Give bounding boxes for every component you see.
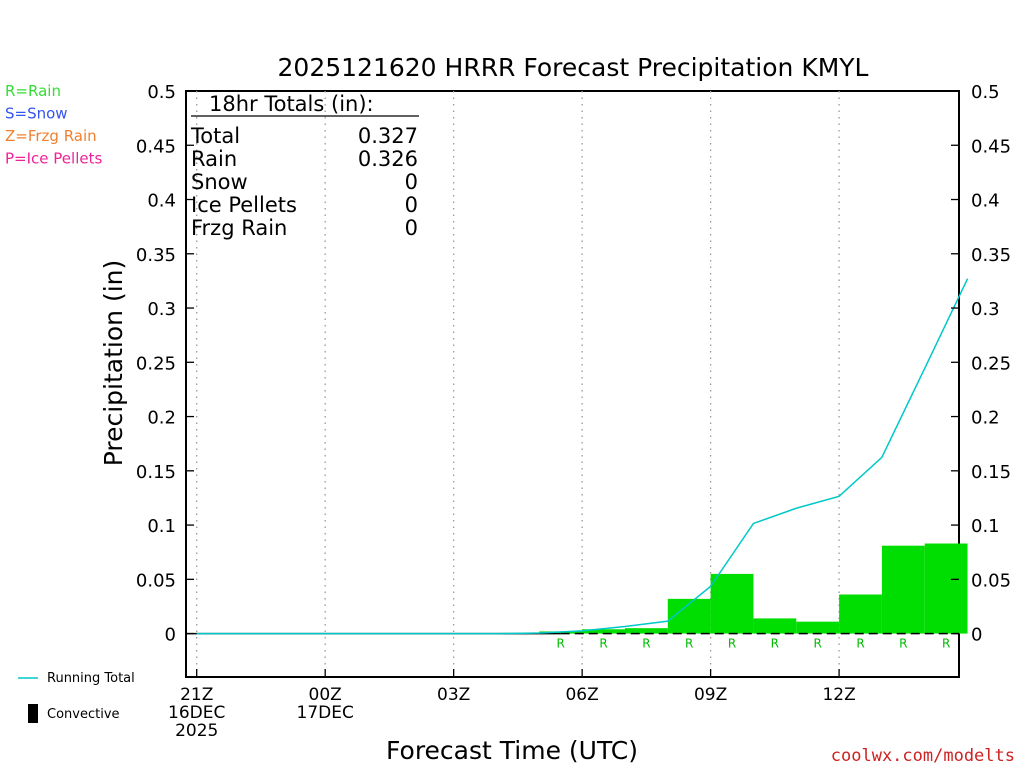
totals-box: 18hr Totals (in): Total 0.327 Rain 0.326 Sno… [190,92,419,240]
y-axis-right: 0 0.05 0.1 0.15 0.2 0.25 0.3 0.35 0.4 0.45 0.5 [951,82,1011,646]
bar-hour-13 [710,573,754,634]
ytick-label-right-8: 0.4 [971,191,1000,212]
type-marker-hour-17: R [899,637,907,651]
ytick-label-left-1: 0.05 [136,570,176,591]
type-marker-hour-9: R [557,637,565,651]
ytick-label-left-0: 0 [165,625,176,646]
xtick-label-4-0: 09Z [694,685,727,705]
xtick-label-0-2: 2025 [175,721,218,741]
bar-hour-16 [839,594,882,634]
totals-label-4: Frzg Rain [191,216,287,240]
totals-label-2: Snow [191,170,248,194]
precip-type-legend: R=Rain S=Snow Z=Frzg Rain P=Ice Pellets [5,82,102,168]
ytick-label-right-3: 0.15 [971,462,1011,483]
ytick-label-right-7: 0.35 [971,245,1011,266]
bar-hour-18 [924,543,968,634]
bar-hour-10 [582,629,625,634]
bar-hour-15 [796,621,840,634]
ytick-label-left-7: 0.35 [136,245,176,266]
hourly-precip-bars [496,543,968,634]
running-total-legend-label: Running Total [47,671,135,686]
type-marker-hour-16: R [856,637,864,651]
ytick-label-left-10: 0.5 [147,82,176,103]
xtick-label-1-1: 17DEC [297,703,354,723]
plot-frame [185,90,960,678]
ytick-label-right-5: 0.25 [971,353,1011,374]
totals-label-1: Rain [191,147,237,171]
totals-value-0: 0.327 [358,124,418,148]
ytick-label-right-2: 0.1 [971,516,1000,537]
ytick-label-right-0: 0 [971,625,982,646]
bar-hour-11 [624,628,668,634]
x-axis-label: Forecast Time (UTC) [386,736,638,765]
xtick-label-3-0: 06Z [565,685,598,705]
y-axis-label: Precipitation (in) [99,260,128,467]
type-marker-hour-14: R [771,637,779,651]
legend-type-0: R=Rain [5,82,61,100]
type-marker-hour-10: R [599,637,607,651]
type-marker-hour-15: R [814,637,822,651]
totals-label-3: Ice Pellets [191,193,297,217]
totals-heading: 18hr Totals (in): [209,92,374,116]
ytick-label-right-4: 0.2 [971,408,1000,429]
running-total-line [196,278,969,635]
xtick-label-0-0: 21Z [180,685,213,705]
ytick-label-left-3: 0.15 [136,462,176,483]
ytick-label-right-1: 0.05 [971,570,1011,591]
credit-text: coolwx.com/modelts [831,746,1015,766]
totals-value-4: 0 [405,216,418,240]
type-marker-hour-12: R [685,637,693,651]
ytick-label-left-2: 0.1 [147,516,176,537]
legend-type-1: S=Snow [5,105,68,123]
xtick-label-1-0: 00Z [309,685,342,705]
convective-legend-label: Convective [47,707,120,722]
vertical-gridlines [196,91,840,677]
ytick-label-right-6: 0.3 [971,299,1000,320]
ytick-label-left-6: 0.3 [147,299,176,320]
xtick-label-0-1: 16DEC [168,703,225,723]
legend-type-2: Z=Frzg Rain [5,127,97,145]
ytick-label-left-4: 0.2 [147,408,176,429]
totals-value-3: 0 [405,193,418,217]
ytick-label-left-8: 0.4 [147,191,176,212]
bar-hour-14 [753,618,797,634]
ytick-label-left-9: 0.45 [136,136,176,157]
y-axis-left: 0 0.05 0.1 0.15 0.2 0.25 0.3 0.35 0.4 0.45 0.5 [136,82,194,646]
type-marker-hour-13: R [728,637,736,651]
totals-label-0: Total [190,124,240,148]
totals-value-2: 0 [405,170,418,194]
bar-hour-17 [881,545,925,634]
chart-title: 2025121620 HRRR Forecast Precipitation K… [278,53,869,82]
ytick-label-right-10: 0.5 [971,82,1000,103]
totals-value-1: 0.326 [358,147,418,171]
ytick-label-right-9: 0.45 [971,136,1011,157]
xtick-label-5-0: 12Z [822,685,855,705]
xtick-label-2-0: 03Z [437,685,470,705]
ytick-label-left-5: 0.25 [136,353,176,374]
type-marker-hour-11: R [642,637,650,651]
type-marker-hour-18: R [942,637,950,651]
convective-legend-swatch [28,704,38,723]
legend-type-3: P=Ice Pellets [5,150,102,168]
